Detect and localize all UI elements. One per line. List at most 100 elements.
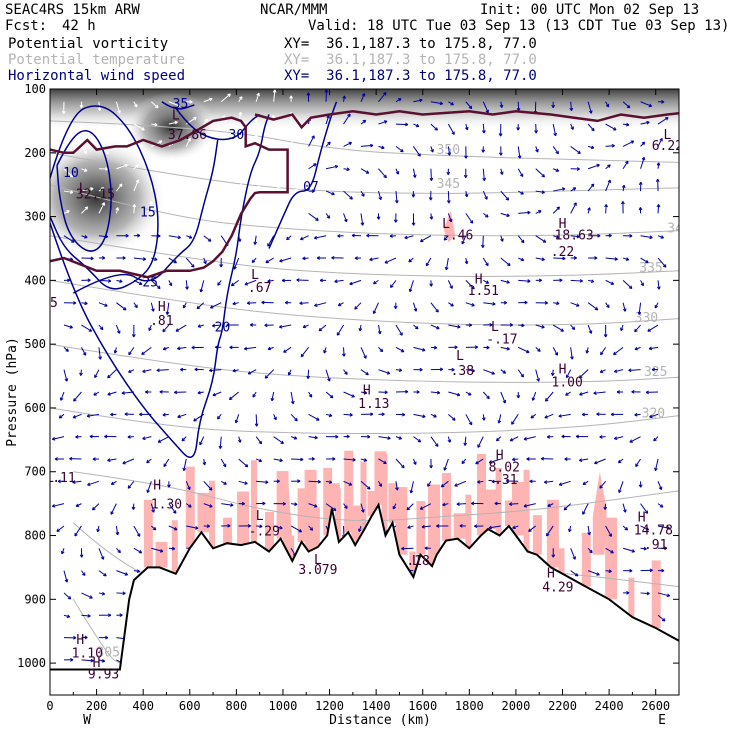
- wind-vector: [378, 369, 390, 375]
- wind-vector: [500, 391, 506, 404]
- wind-vector: [475, 458, 484, 465]
- x-tick-label: 1200: [315, 699, 344, 713]
- cloud-layer: [143, 210, 661, 629]
- wind-vector-head: [173, 527, 178, 531]
- wind-vector-head: [621, 184, 626, 189]
- terrain-line: [50, 502, 680, 671]
- wind-vector: [587, 570, 600, 576]
- wind-vector-head: [69, 190, 74, 194]
- y-tick-label: 800: [24, 529, 46, 543]
- wind-vector: [290, 391, 294, 404]
- wind-vector: [116, 183, 123, 192]
- wind-vector-head: [308, 394, 313, 398]
- wind-vector-head: [98, 356, 102, 360]
- wind-vector: [395, 481, 398, 491]
- wind-vector: [334, 279, 344, 283]
- wind-vector-head: [187, 486, 191, 490]
- wind-vector: [212, 391, 222, 396]
- wind-vector-head: [526, 349, 530, 354]
- theta-contour: [50, 279, 679, 326]
- wind-vector-head: [666, 593, 671, 598]
- wind-vector: [308, 163, 317, 170]
- wind-vector-head: [419, 367, 423, 372]
- wind-vector-head: [228, 396, 233, 401]
- wind-vector: [566, 369, 572, 378]
- wind-vector-head: [440, 483, 445, 488]
- wind-vector-head: [187, 137, 191, 142]
- wind-vector-head: [506, 479, 510, 483]
- wind-vector-head: [75, 503, 80, 507]
- wind-vector-head: [58, 415, 63, 419]
- pv-extremum-label: -.17: [486, 333, 517, 348]
- x-axis-label: Distance (km): [329, 713, 431, 728]
- wind-vector: [98, 347, 101, 360]
- wind-vector-head: [174, 120, 178, 125]
- wind-vector-head: [199, 288, 204, 293]
- wind-vector-head: [83, 150, 88, 155]
- wind-vector-head: [620, 327, 624, 331]
- wind-vector: [98, 202, 105, 214]
- wind-vector-head: [593, 391, 597, 395]
- pv-extremum-label: 14.78: [634, 523, 673, 538]
- wind-vector: [535, 257, 545, 261]
- wind-vector: [587, 123, 595, 132]
- wind-vector-head: [435, 309, 439, 313]
- pv-extremum-label: H: [158, 300, 166, 315]
- wind-vector-head: [640, 282, 644, 287]
- wind-vector-head: [578, 374, 583, 379]
- cloud-patch: [651, 560, 661, 629]
- wind-vector-head: [363, 458, 368, 462]
- wind-vector: [279, 324, 292, 328]
- wind-vector-head: [429, 177, 434, 181]
- wind-vector-head: [585, 350, 590, 354]
- wind-vector-head: [97, 107, 102, 111]
- wind-vector-head: [384, 390, 388, 395]
- wind-vector: [168, 157, 173, 169]
- wind-vector-head: [613, 127, 617, 131]
- wind-vector: [448, 391, 461, 396]
- wind-vector-head: [413, 461, 417, 465]
- wind-vector-head: [439, 367, 444, 372]
- wind-vector-head: [398, 368, 403, 372]
- wind-vector-head: [159, 549, 164, 553]
- wind-vector: [465, 369, 475, 372]
- wind-vector-head: [626, 104, 631, 109]
- wind-vector-head: [117, 110, 121, 114]
- wind-vector-head: [237, 439, 242, 443]
- wind-vector-head: [411, 194, 416, 198]
- wind-vector-head: [499, 104, 504, 108]
- wind-vector-head: [252, 394, 256, 398]
- wind-vector-head: [529, 479, 533, 484]
- wind-vector: [605, 257, 618, 260]
- wind-vector-head: [201, 184, 206, 188]
- wind-vector-head: [249, 323, 254, 327]
- wind-vector-head: [71, 239, 75, 243]
- wind-vector-head: [279, 258, 283, 263]
- wind-vector: [373, 302, 379, 314]
- wind-vector-head: [344, 218, 348, 223]
- x-tick-label: 2400: [595, 699, 624, 713]
- wind-vector: [657, 592, 670, 597]
- wind-vector-head: [392, 505, 397, 510]
- wind-vector-head: [275, 157, 279, 161]
- wind-vector-head: [96, 528, 100, 533]
- wind-vector-head: [429, 465, 433, 469]
- wind-vector-head: [194, 367, 198, 372]
- wind-vector: [635, 458, 641, 467]
- wind-vector-head: [568, 528, 572, 533]
- wind-vector-head: [610, 412, 614, 417]
- wind-vector-head: [176, 103, 181, 108]
- wind-vector-head: [485, 109, 489, 114]
- wind-vector-head: [221, 207, 225, 212]
- wind-vector: [219, 436, 222, 449]
- wind-vector-head: [115, 207, 120, 211]
- wind-vector-head: [457, 324, 461, 329]
- wind-vector-head: [128, 351, 132, 356]
- wind-vector: [81, 659, 94, 662]
- wind-vector: [63, 190, 73, 193]
- wind-vector-head: [526, 457, 530, 461]
- tropopause-line: [50, 116, 289, 279]
- wind-speed-label: 25: [142, 276, 158, 291]
- plot-frame: [49, 88, 680, 696]
- wind-speed-label: 07: [303, 180, 319, 195]
